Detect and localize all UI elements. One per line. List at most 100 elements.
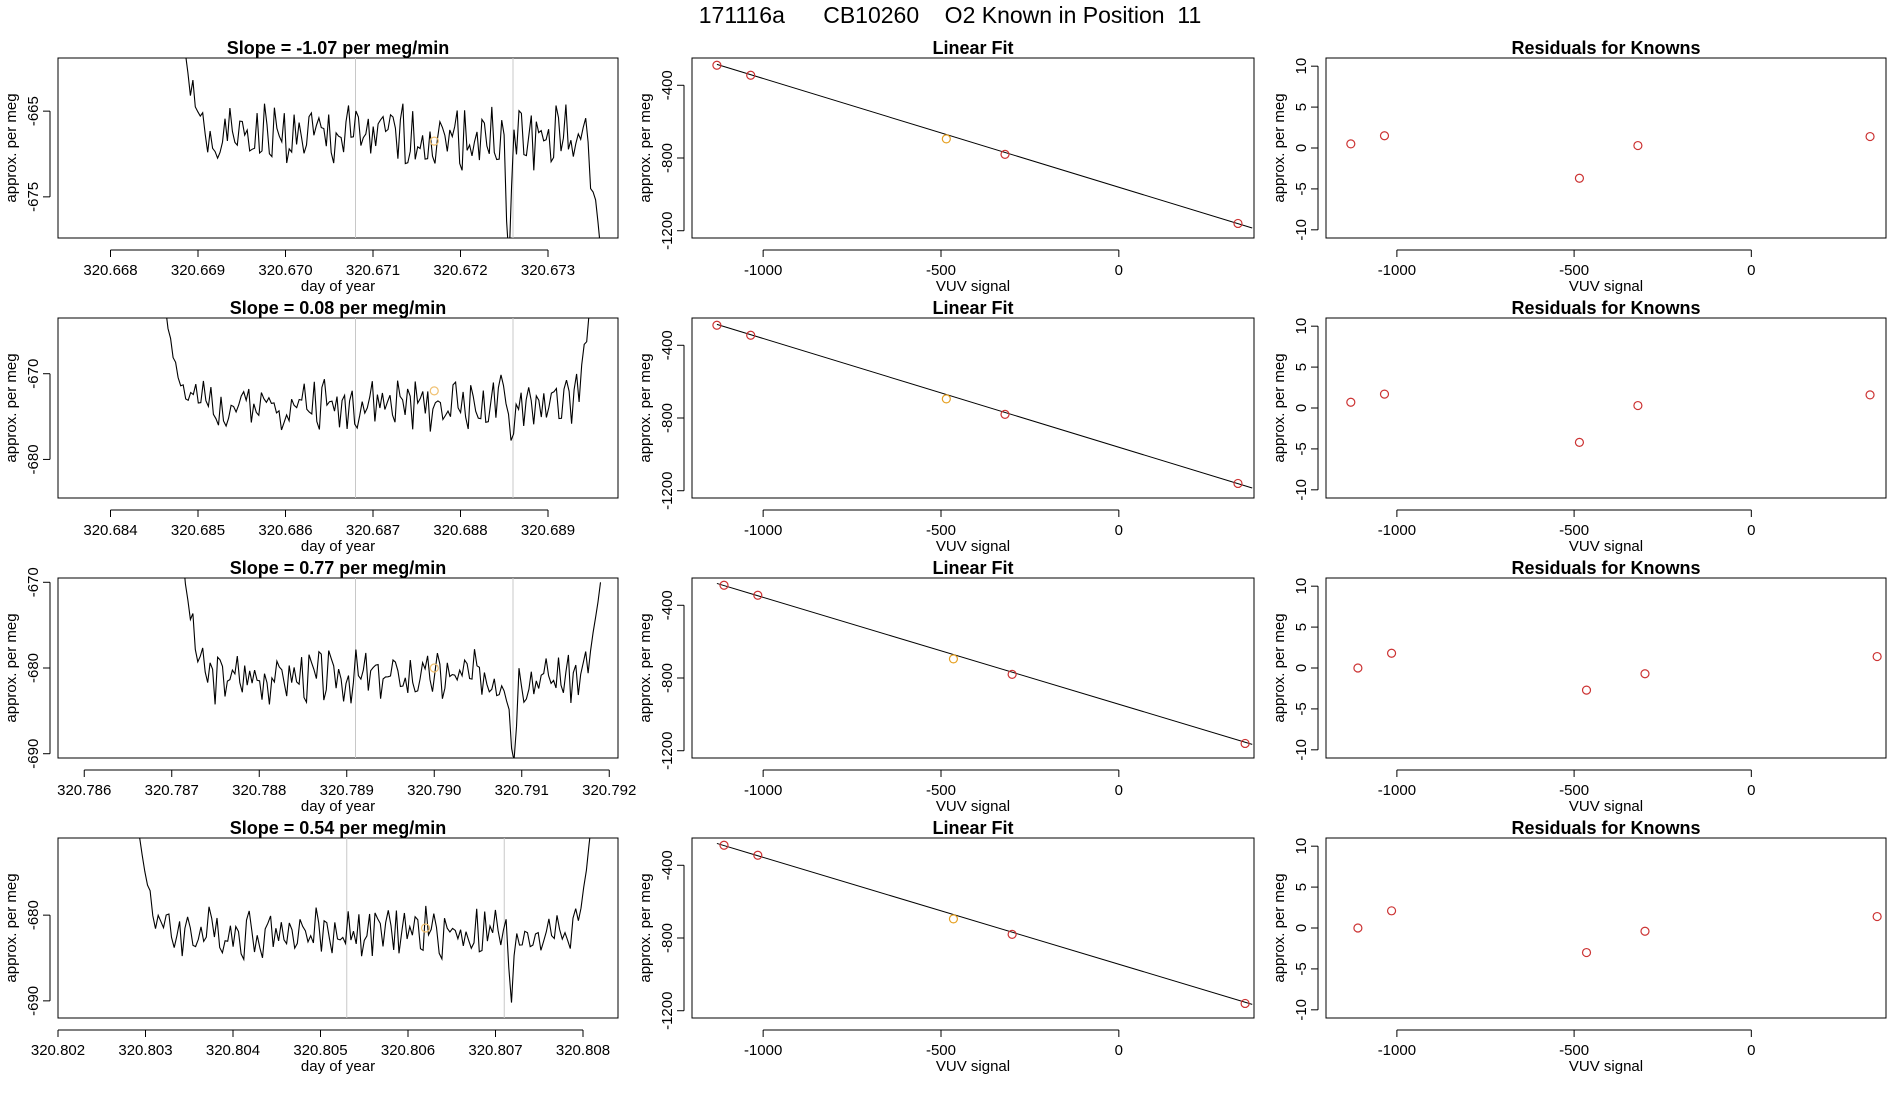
x-tick-label: 320.802 bbox=[31, 1042, 85, 1059]
x-tick-label: 320.790 bbox=[407, 782, 461, 799]
x-tick-label: -500 bbox=[1559, 262, 1589, 279]
y-tick-label: -670 bbox=[25, 359, 42, 389]
x-tick-label: 320.788 bbox=[232, 782, 286, 799]
x-tick-label: 320.668 bbox=[83, 262, 137, 279]
data-point bbox=[941, 394, 951, 404]
y-axis-label: approx. per meg bbox=[637, 93, 654, 202]
x-tick-label: 320.806 bbox=[381, 1042, 435, 1059]
y-tick-label: 0 bbox=[1293, 404, 1310, 412]
x-tick-label: -1000 bbox=[1378, 782, 1416, 799]
data-point bbox=[1865, 131, 1875, 142]
data-point bbox=[1640, 926, 1650, 936]
x-tick-label: -500 bbox=[926, 522, 956, 539]
x-tick-label: 320.689 bbox=[521, 522, 575, 539]
y-tick-label: 5 bbox=[1293, 103, 1310, 111]
x-tick-label: 320.786 bbox=[57, 782, 111, 799]
plot-area bbox=[1346, 389, 1875, 447]
panel-title: Slope = -1.07 per meg/min bbox=[227, 38, 450, 58]
x-tick-label: -500 bbox=[926, 1042, 956, 1059]
plot-area bbox=[139, 838, 591, 1018]
y-axis-label: approx. per meg bbox=[637, 613, 654, 722]
data-point bbox=[1872, 911, 1882, 922]
x-tick-label: 320.671 bbox=[346, 262, 400, 279]
chart-panel-1: Slope = -1.07 per meg/min 320.668 320.669 3… bbox=[3, 38, 619, 295]
panel-title: Slope = 0.54 per meg/min bbox=[230, 818, 447, 838]
data-point bbox=[1346, 139, 1356, 149]
data-point bbox=[753, 850, 763, 860]
y-axis-label: approx. per meg bbox=[3, 873, 20, 982]
fit-line bbox=[716, 842, 1253, 1005]
y-tick-label: -10 bbox=[1293, 999, 1310, 1021]
x-tick-label: 320.688 bbox=[433, 522, 487, 539]
plot-frame bbox=[1325, 837, 1887, 1019]
x-tick-label: 320.686 bbox=[258, 522, 312, 539]
signal-trace bbox=[166, 318, 590, 441]
y-tick-label: -400 bbox=[659, 330, 676, 360]
y-tick-label: 10 bbox=[1293, 578, 1310, 595]
x-tick-label: 320.807 bbox=[468, 1042, 522, 1059]
plot-frame bbox=[57, 577, 619, 759]
panel-title: Residuals for Knowns bbox=[1511, 298, 1700, 318]
data-point bbox=[1386, 648, 1397, 658]
data-point bbox=[746, 70, 756, 80]
data-point bbox=[1240, 998, 1250, 1009]
plot-frame bbox=[691, 57, 1255, 239]
x-tick-label: 0 bbox=[1115, 262, 1123, 279]
chart-panel-5: Linear Fit -1000 -500 0 VUV signal -400 -800 -1… bbox=[637, 298, 1255, 555]
y-tick-label: -5 bbox=[1293, 962, 1310, 975]
x-axis-label: VUV signal bbox=[1569, 1058, 1643, 1075]
data-point bbox=[1353, 923, 1363, 933]
data-point bbox=[1633, 140, 1643, 151]
x-tick-label: -500 bbox=[926, 782, 956, 799]
chart-panel-2: Linear Fit -1000 -500 0 VUV signal -400 -800 -1… bbox=[637, 38, 1255, 295]
y-tick-label: -680 bbox=[25, 653, 42, 683]
data-point bbox=[1574, 173, 1585, 183]
y-tick-label: -800 bbox=[659, 143, 676, 173]
x-tick-label: -1000 bbox=[1378, 262, 1416, 279]
y-tick-label: -675 bbox=[25, 182, 42, 212]
plot-frame bbox=[1325, 57, 1887, 239]
x-tick-label: -1000 bbox=[744, 1042, 782, 1059]
plot-frame bbox=[57, 57, 619, 239]
x-tick-label: 0 bbox=[1115, 1042, 1123, 1059]
x-tick-label: 320.670 bbox=[258, 262, 312, 279]
x-tick-label: 320.672 bbox=[433, 262, 487, 279]
x-tick-label: 320.687 bbox=[346, 522, 400, 539]
y-tick-label: -1200 bbox=[659, 992, 676, 1030]
x-tick-label: 320.787 bbox=[145, 782, 199, 799]
x-axis-label: VUV signal bbox=[1569, 798, 1643, 815]
figure-title: 171116a CB10260 O2 Known in Position 11 bbox=[698, 2, 1202, 28]
chart-panel-4: Slope = 0.08 per meg/min 320.684 320.685 32… bbox=[3, 298, 619, 555]
y-tick-label: 10 bbox=[1293, 318, 1310, 335]
chart-panel-9: Residuals for Knowns -1000 -500 0 VUV signal… bbox=[1271, 558, 1887, 815]
y-tick-label: -680 bbox=[25, 444, 42, 474]
plot-area bbox=[716, 840, 1253, 1009]
x-tick-label: 320.792 bbox=[582, 782, 636, 799]
y-tick-label: -670 bbox=[25, 567, 42, 597]
x-tick-label: 320.804 bbox=[206, 1042, 260, 1059]
x-tick-label: 320.805 bbox=[293, 1042, 347, 1059]
x-axis-label: day of year bbox=[301, 538, 375, 555]
y-tick-label: -1200 bbox=[659, 472, 676, 510]
data-point bbox=[1007, 929, 1017, 939]
chart-panel-12: Residuals for Knowns -1000 -500 0 VUV signal… bbox=[1271, 818, 1887, 1075]
chart-panel-3: Residuals for Knowns -1000 -500 0 VUV signal… bbox=[1271, 38, 1887, 295]
data-point bbox=[948, 914, 959, 924]
data-point bbox=[1379, 389, 1390, 399]
y-tick-label: -1200 bbox=[659, 732, 676, 770]
panel-title: Slope = 0.77 per meg/min bbox=[230, 558, 447, 578]
y-tick-label: 0 bbox=[1293, 664, 1310, 672]
plot-area bbox=[1346, 131, 1875, 183]
y-axis-label: approx. per meg bbox=[1271, 613, 1288, 722]
x-tick-label: 320.684 bbox=[83, 522, 137, 539]
plot-frame bbox=[1325, 577, 1887, 759]
data-point bbox=[712, 60, 722, 70]
data-point bbox=[1240, 738, 1250, 749]
x-tick-label: 320.685 bbox=[171, 522, 225, 539]
data-point bbox=[712, 320, 722, 330]
y-tick-label: -680 bbox=[25, 900, 42, 930]
y-tick-label: 5 bbox=[1293, 623, 1310, 631]
x-axis-label: VUV signal bbox=[936, 538, 1010, 555]
data-point bbox=[948, 654, 959, 664]
